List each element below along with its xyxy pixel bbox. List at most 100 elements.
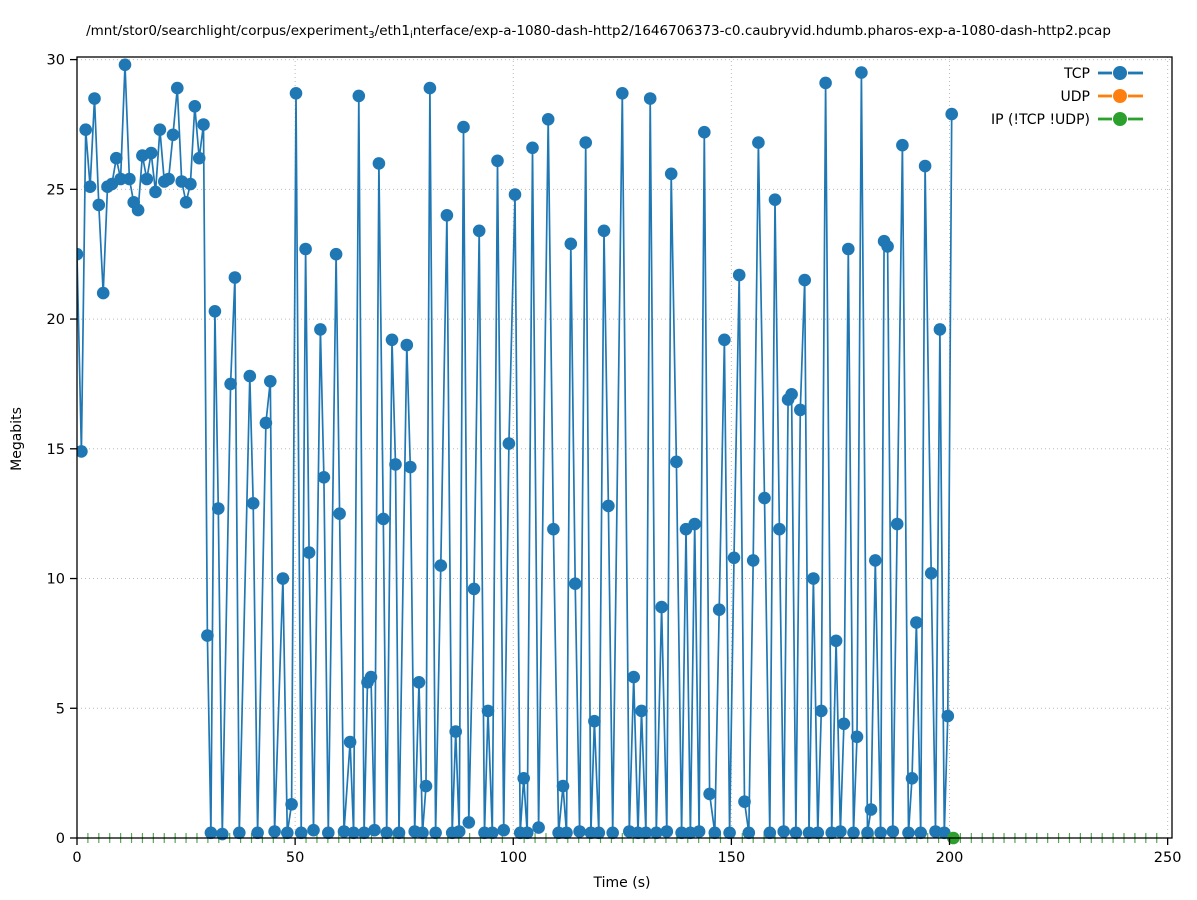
tcp-data-point (933, 323, 947, 336)
x-tick-label: 150 (718, 850, 746, 866)
tcp-data-point (400, 338, 414, 352)
tcp-data-point (264, 375, 277, 388)
y-tick-label: 5 (56, 701, 65, 717)
tcp-data-point (212, 502, 225, 515)
tcp-data-point (289, 87, 303, 100)
tcp-data-point (890, 517, 904, 531)
plot-border (76, 56, 1173, 839)
legend-sample-marker (1113, 112, 1127, 126)
tcp-data-point (568, 577, 582, 590)
tcp-data-point (434, 559, 448, 572)
tcp-data-point (322, 826, 335, 840)
tcp-data-point (472, 224, 486, 238)
tcp-data-point (670, 455, 683, 469)
tcp-data-point (216, 827, 229, 841)
tcp-data-point (785, 388, 798, 401)
tcp-data-point (869, 554, 882, 567)
tcp-data-point (660, 825, 674, 838)
x-tick-label: 0 (72, 850, 81, 866)
tcp-data-point (616, 87, 629, 100)
tcp-data-point (905, 772, 919, 785)
tcp-data-point (708, 826, 722, 840)
tcp-data-point (579, 136, 592, 149)
tcp-data-point (517, 772, 530, 785)
tcp-data-point (520, 826, 534, 840)
tcp-data-point (333, 507, 346, 520)
tcp-data-point (855, 66, 868, 79)
tcp-data-point (881, 240, 894, 253)
tcp-data-point (794, 403, 807, 417)
tcp-data-point (392, 826, 406, 840)
tcp-data-point (643, 92, 657, 105)
tcp-data-point (829, 634, 843, 648)
tcp-data-point (197, 118, 210, 131)
tcp-data-point (307, 823, 320, 837)
tcp-data-point (847, 826, 860, 840)
tcp-data-point (204, 826, 218, 840)
tcp-data-point (886, 825, 900, 838)
tcp-data-point (758, 491, 771, 505)
tcp-data-point (352, 89, 366, 103)
tcp-data-point (416, 826, 429, 840)
tcp-data-point (692, 825, 706, 838)
legend-item-label: IP (!TCP !UDP) (991, 112, 1090, 128)
legend-sample-marker (1113, 89, 1127, 103)
x-axis-label: Time (s) (593, 875, 651, 891)
tcp-data-point (650, 826, 663, 840)
y-tick-label: 20 (47, 312, 65, 328)
tcp-data-point (945, 107, 958, 121)
tcp-data-point (364, 670, 378, 684)
tcp-data-point (556, 779, 570, 793)
tcp-data-point (118, 58, 132, 72)
tcp-data-point (718, 333, 731, 347)
chart-title-part3: nterface/exp-a-1080-dash-http2/164670637… (412, 23, 1111, 39)
tcp-data-point (76, 445, 88, 458)
tcp-data-point (268, 825, 281, 838)
tcp-data-point (224, 377, 237, 391)
tcp-data-point (389, 458, 402, 471)
tcp-data-point (910, 616, 923, 629)
tcp-data-point (294, 826, 308, 840)
y-tick-label: 30 (47, 53, 65, 69)
tcp-data-point (789, 826, 803, 840)
tcp-data-point (299, 242, 312, 256)
tcp-data-point (712, 603, 726, 616)
tcp-data-point (171, 81, 184, 95)
tcp-data-point (819, 76, 832, 90)
tcp-data-point (457, 120, 470, 134)
tcp-data-point (918, 159, 932, 173)
tcp-data-point (941, 709, 955, 723)
tcp-data-point (343, 735, 357, 749)
tcp-data-point (742, 826, 756, 840)
tcp-data-point (703, 787, 716, 801)
tcp-data-point (114, 172, 127, 186)
tcp-data-point (688, 517, 701, 531)
tcp-data-point (732, 268, 746, 282)
tcp-data-point (329, 247, 343, 261)
tcp-data-point (429, 826, 442, 840)
tcp-data-point (243, 369, 257, 383)
tcp-data-point (314, 323, 327, 336)
x-tick-label: 50 (286, 850, 304, 866)
tcp-data-point (592, 826, 606, 840)
tcp-data-point (497, 823, 511, 837)
tcp-data-point (233, 826, 246, 840)
y-tick-label: 25 (47, 182, 65, 198)
tcp-data-point (179, 196, 193, 209)
tcp-data-point (723, 826, 736, 840)
legend-item-label: TCP (1063, 66, 1090, 82)
tcp-data-point (423, 81, 437, 95)
tcp-data-point (83, 180, 97, 193)
tcp-data-point (259, 416, 273, 430)
series-group (76, 58, 960, 845)
tcp-data-point (564, 237, 578, 251)
legend: TCP UDP IP (!TCP !UDP) (991, 66, 1143, 128)
tcp-data-point (76, 247, 84, 261)
tcp-data-point (896, 138, 909, 152)
tcp-data-point (798, 273, 811, 287)
tcp-data-point (337, 825, 351, 838)
tcp-data-point (153, 123, 167, 136)
tcp-data-point (166, 128, 180, 142)
